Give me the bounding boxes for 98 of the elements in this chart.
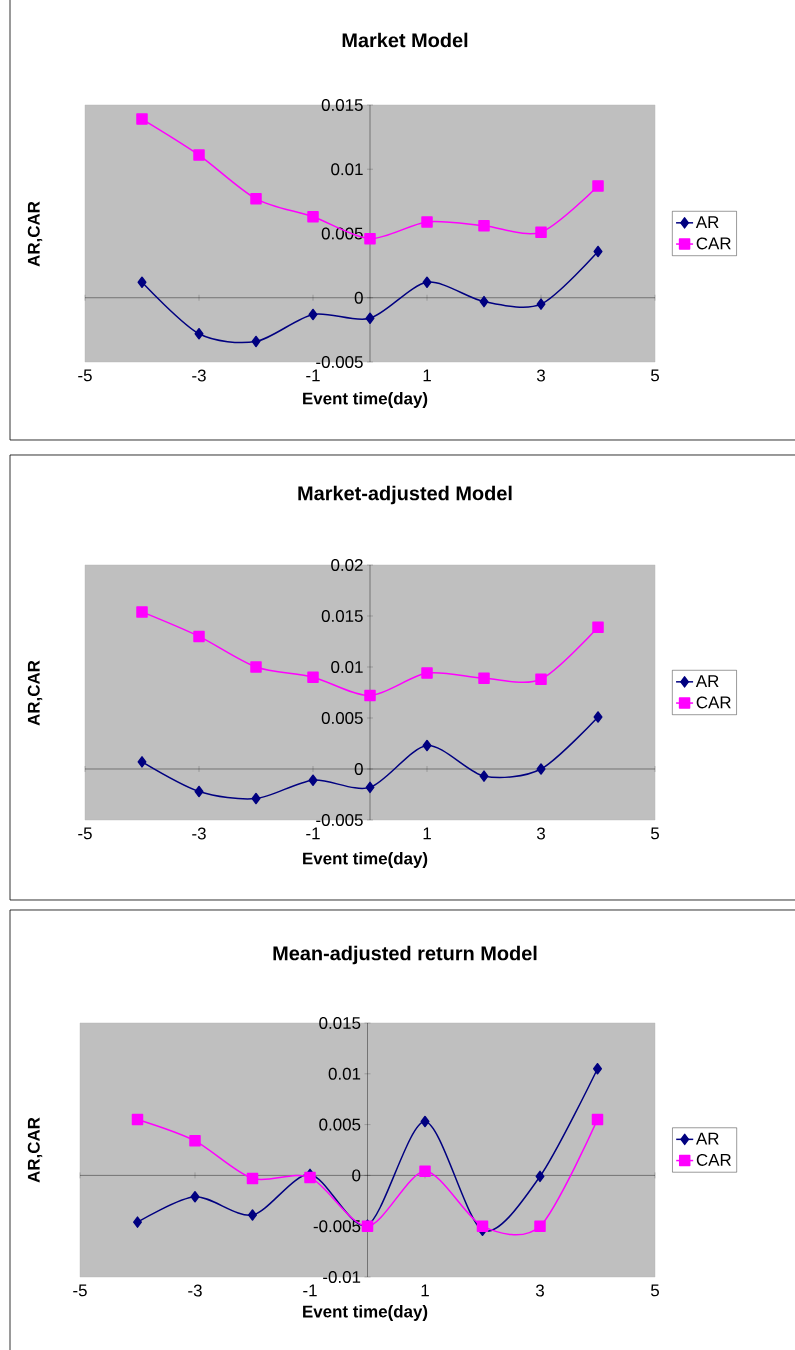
point — [535, 673, 547, 685]
legend-label: CAR — [696, 1153, 731, 1166]
point — [193, 630, 205, 643]
point — [592, 180, 604, 192]
y-tick-label: 0 — [354, 762, 363, 775]
y-tick-label: 0 — [352, 1169, 361, 1182]
point — [307, 671, 319, 683]
x-tick-label: -5 — [73, 1284, 87, 1297]
point — [593, 711, 603, 723]
y-axis-title: AR,CAR — [27, 201, 43, 267]
legend-label: AR — [695, 1132, 719, 1145]
x-tick-label: 1 — [423, 369, 431, 382]
point — [479, 295, 489, 308]
legend-label: AR — [695, 675, 719, 687]
y-tick-label: -0.005 — [316, 355, 363, 368]
point — [419, 1165, 431, 1178]
x-tick-label: 3 — [535, 1284, 544, 1297]
point — [251, 792, 261, 805]
point — [131, 1113, 144, 1126]
point — [420, 1115, 430, 1128]
legend-label: CAR — [696, 237, 731, 250]
y-tick-label: -0.01 — [323, 1271, 361, 1283]
x-tick-label: 3 — [536, 827, 545, 840]
y-tick-label: 0.005 — [321, 711, 363, 724]
y-tick-label: 0.015 — [321, 609, 363, 622]
x-tick-label: 5 — [650, 827, 660, 840]
x-axis-title: Event time(day) — [303, 852, 428, 868]
x-tick-label: -3 — [192, 827, 206, 840]
point — [248, 1209, 257, 1221]
point — [137, 756, 147, 768]
legend-label: CAR — [696, 696, 731, 709]
point — [476, 1220, 489, 1232]
point — [194, 327, 204, 340]
point — [251, 335, 261, 348]
point — [478, 220, 490, 232]
point — [364, 689, 376, 702]
y-tick-label: 0.015 — [321, 98, 363, 111]
y-axis-title: AR,CAR — [27, 660, 43, 726]
point — [136, 606, 148, 618]
x-tick-label: 5 — [650, 369, 660, 382]
point — [246, 1172, 259, 1185]
x-tick-label: 1 — [423, 827, 431, 840]
y-tick-label: 0.02 — [331, 558, 363, 571]
point — [137, 276, 147, 289]
point — [422, 276, 432, 289]
point — [189, 1135, 201, 1147]
chart-title: Mean-adjusted return Model — [273, 945, 537, 965]
point — [308, 774, 318, 786]
y-tick-label: 0.01 — [331, 163, 363, 176]
point — [364, 232, 376, 245]
x-tick-label: 1 — [421, 1284, 429, 1297]
point — [250, 661, 262, 673]
point — [593, 1062, 603, 1075]
x-tick-label: -1 — [306, 827, 320, 840]
x-axis-title: Event time(day) — [303, 392, 428, 408]
point — [592, 621, 604, 633]
x-tick-label: 5 — [650, 1284, 659, 1297]
point — [250, 193, 262, 205]
point — [421, 216, 433, 228]
point — [591, 1113, 604, 1126]
y-tick-label: -0.005 — [316, 813, 363, 826]
point — [136, 113, 148, 125]
y-tick-label: -0.005 — [313, 1220, 361, 1233]
point — [193, 149, 205, 161]
chart-title: Market Model — [342, 32, 468, 48]
point — [535, 226, 547, 238]
x-tick-label: -5 — [78, 369, 92, 382]
point — [133, 1216, 142, 1228]
point — [535, 1170, 545, 1183]
point — [536, 298, 546, 310]
point — [365, 312, 375, 325]
x-tick-label: -1 — [306, 369, 320, 382]
point — [308, 308, 318, 321]
y-tick-label: 0.015 — [319, 1016, 361, 1029]
y-tick-label: 0.01 — [328, 1067, 361, 1080]
point — [190, 1190, 200, 1203]
y-tick-label: 0.01 — [331, 660, 363, 673]
point — [194, 785, 204, 798]
point — [534, 1220, 546, 1232]
point — [536, 763, 546, 775]
point — [479, 770, 489, 782]
x-tick-label: -3 — [188, 1284, 202, 1297]
x-tick-label: 3 — [536, 369, 545, 382]
y-tick-label: 0.005 — [319, 1118, 361, 1131]
point — [478, 672, 490, 684]
point — [421, 667, 433, 679]
y-tick-label: 0 — [354, 291, 363, 304]
y-axis-title: AR,CAR — [27, 1117, 43, 1183]
legend-label: AR — [695, 216, 719, 228]
point — [593, 245, 603, 258]
point — [365, 781, 375, 794]
x-tick-label: -5 — [78, 827, 92, 840]
x-tick-label: -3 — [192, 369, 206, 382]
x-tick-label: -1 — [303, 1284, 317, 1297]
point — [422, 739, 432, 752]
chart-title: Market-adjusted Model — [298, 485, 512, 505]
x-axis-title: Event time(day) — [303, 1305, 428, 1321]
point — [307, 211, 319, 223]
